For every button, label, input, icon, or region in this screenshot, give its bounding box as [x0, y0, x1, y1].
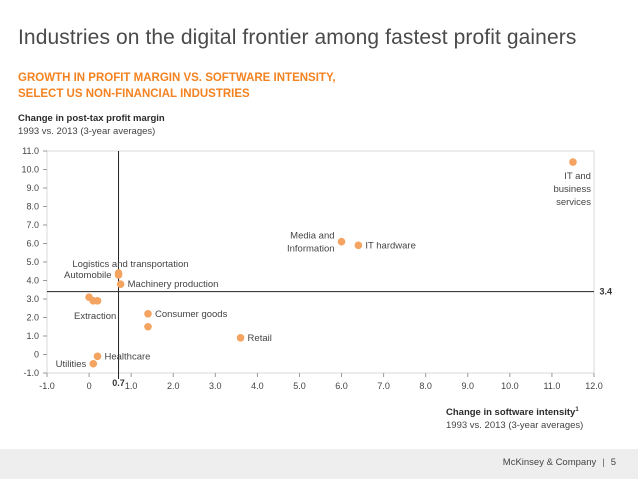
footer-company: McKinsey & Company: [502, 457, 597, 468]
data-point-label: IT and: [564, 171, 591, 182]
y-axis-title: Change in post-tax profit margin: [18, 113, 165, 124]
data-point: [116, 280, 125, 289]
data-point: [236, 334, 245, 342]
data-point-label: Utilities: [56, 359, 87, 370]
x-tick-label: 9.0: [462, 381, 475, 391]
data-point: [354, 241, 363, 250]
chart-subtitle: GROWTH IN PROFIT MARGIN VS. SOFTWARE INT…: [18, 70, 336, 102]
x-tick-label: 3.0: [209, 381, 222, 391]
x-tick-label: 5.0: [293, 381, 306, 391]
y-tick-label: 2.0: [26, 313, 39, 323]
data-point: [144, 310, 152, 318]
y-tick-label: 8.0: [26, 202, 39, 212]
data-point: [89, 359, 98, 368]
data-point: [93, 352, 102, 361]
x-tick-label: 12.0: [585, 381, 603, 391]
data-point: [93, 297, 102, 305]
x-tick-label: 8.0: [419, 381, 432, 391]
data-point-label: Extraction: [74, 311, 116, 322]
y-tick-label: -1.0: [23, 368, 39, 378]
data-point-label: services: [556, 197, 591, 208]
y-tick-label: 10.0: [21, 165, 39, 175]
x-tick-label: 10.0: [501, 381, 519, 391]
x-axis-title: Change in software intensity1: [446, 404, 583, 419]
x-tick-label: 0: [87, 381, 92, 391]
y-tick-label: 0: [34, 350, 39, 360]
subtitle-line-2: SELECT US NON-FINANCIAL INDUSTRIES: [18, 88, 250, 100]
y-tick-label: 7.0: [26, 220, 39, 230]
footer-bar: McKinsey & Company | 5: [0, 449, 638, 479]
data-point-label: Healthcare: [104, 351, 150, 362]
y-tick-label: 6.0: [26, 239, 39, 249]
x-tick-label: 4.0: [251, 381, 264, 391]
y-axis-note: 1993 vs. 2013 (3-year averages): [18, 126, 156, 137]
data-point-label: Logistics and transportation: [72, 259, 188, 270]
data-point-label: Machinery production: [128, 279, 219, 290]
x-tick-label: 7.0: [377, 381, 390, 391]
y-axis-label: Change in post-tax profit margin 1993 vs…: [18, 112, 165, 138]
x-tick-label: 6.0: [335, 381, 348, 391]
data-point-label: IT hardware: [365, 240, 416, 251]
page-title: Industries on the digital frontier among…: [18, 26, 577, 49]
x-tick-label: 2.0: [167, 381, 180, 391]
reference-label-y: 3.4: [599, 287, 612, 297]
data-point: [114, 271, 123, 279]
y-tick-label: 4.0: [26, 276, 39, 286]
x-axis-label: Change in software intensity1 1993 vs. 2…: [446, 404, 583, 432]
data-point-label: Media and: [290, 231, 334, 242]
data-point: [337, 237, 346, 246]
y-tick-label: 9.0: [26, 183, 39, 193]
footer-page-number: 5: [610, 457, 616, 468]
x-tick-label: -1.0: [39, 381, 55, 391]
y-tick-label: 11.0: [22, 146, 39, 156]
data-point-label: Information: [287, 244, 335, 255]
scatter-plot: -1.0 0 1.0 2.0 3.0 4.0 5.0 6.0 7.0 8.0 9.0 10.0 11.0…: [21, 146, 612, 391]
x-axis-note: 1993 vs. 2013 (3-year averages): [446, 420, 584, 432]
y-tick-label: 5.0: [26, 257, 39, 267]
data-point-label: Automobile: [64, 270, 112, 281]
y-tick-label: 1.0: [26, 331, 39, 341]
footer-separator: |: [602, 457, 605, 468]
data-point-label: business: [553, 184, 591, 195]
y-tick-label: 3.0: [26, 294, 39, 304]
data-point-label: Consumer goods: [155, 309, 228, 320]
x-axis-title-text: Change in software intensity: [446, 407, 576, 419]
x-axis-footnote-marker: 1: [575, 407, 579, 413]
footer-text: McKinsey & Company | 5: [503, 457, 616, 468]
data-point-label: Retail: [248, 333, 272, 344]
x-tick-label: 1.0: [125, 381, 138, 391]
subtitle-line-1: GROWTH IN PROFIT MARGIN VS. SOFTWARE INT…: [18, 72, 336, 84]
x-tick-label: 11.0: [543, 381, 560, 391]
data-point: [569, 158, 577, 166]
data-point: [144, 322, 152, 331]
reference-label-x: 0.7: [112, 378, 125, 388]
